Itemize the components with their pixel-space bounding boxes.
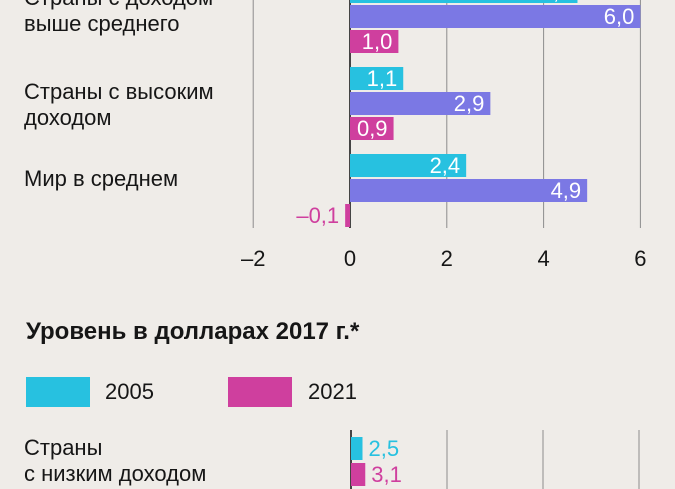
data-label: 1,0 <box>362 29 393 54</box>
legend-swatch-2005 <box>26 377 90 407</box>
category-label: Страны <box>24 435 102 460</box>
data-label: 2,9 <box>454 91 485 116</box>
data-label: –0,1 <box>296 203 339 228</box>
x-tick-label: 4 <box>537 246 549 271</box>
x-tick-label: –2 <box>241 246 265 271</box>
data-label: 0,9 <box>357 116 388 141</box>
category-label: Мир в среднем <box>24 166 178 191</box>
bar <box>350 30 399 53</box>
legend-swatch-2021 <box>228 377 292 407</box>
data-label: 2,5 <box>369 436 400 461</box>
x-tick-label: 0 <box>344 246 356 271</box>
bar <box>350 92 491 115</box>
bar <box>350 117 394 140</box>
legend: 2005 2021 <box>26 377 357 407</box>
category-label: Страны с доходом <box>24 0 213 10</box>
data-label: 1,1 <box>367 66 398 91</box>
bar <box>350 5 641 28</box>
bar <box>351 463 366 486</box>
x-tick-label: 6 <box>634 246 646 271</box>
bar <box>350 179 588 202</box>
data-label: 6,0 <box>604 4 635 29</box>
category-label: выше среднего <box>24 11 179 36</box>
legend-label-2021: 2021 <box>308 379 357 404</box>
data-label: 3,1 <box>371 462 402 487</box>
chart-title: Уровень в долларах 2017 г.* <box>26 318 360 345</box>
bar <box>350 67 404 90</box>
category-label: с низким доходом <box>24 461 206 486</box>
x-tick-label: 2 <box>441 246 453 271</box>
bar <box>351 437 363 460</box>
data-label: 4,7 <box>541 0 572 4</box>
data-label: 4,9 <box>551 178 582 203</box>
growth-chart: –2 0 2 4 6 Страны с доходомвыше среднего 4,7 6,… <box>24 0 647 271</box>
bar <box>350 0 578 3</box>
category-label: Страны с высоким <box>24 79 214 104</box>
data-label: 2,4 <box>430 153 461 178</box>
legend-label-2005: 2005 <box>105 379 154 404</box>
category-label: доходом <box>24 105 112 130</box>
bar <box>350 154 467 177</box>
bar <box>345 204 350 227</box>
